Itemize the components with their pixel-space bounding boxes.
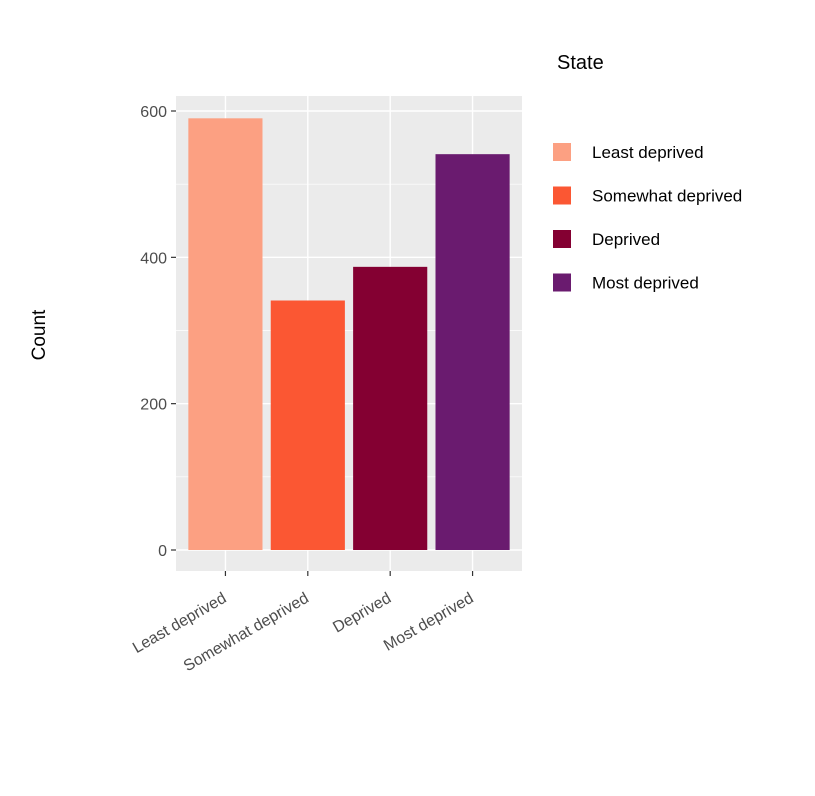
- y-tick-label: 0: [158, 543, 167, 560]
- x-tick-label: Deprived: [330, 590, 394, 637]
- legend: Least deprived Somewhat deprived Deprived M…: [553, 143, 742, 293]
- y-axis: 0 200 400 600: [140, 104, 176, 560]
- y-axis-title: Count: [29, 309, 50, 360]
- legend-label: Somewhat deprived: [592, 187, 742, 206]
- legend-label: Deprived: [592, 230, 660, 249]
- legend-label: Least deprived: [592, 143, 704, 162]
- legend-label: Most deprived: [592, 274, 699, 293]
- x-tick-label: Most deprived: [381, 590, 477, 655]
- y-tick-label: 400: [140, 250, 167, 267]
- bar-least-deprived: [188, 118, 263, 551]
- legend-title: State: [557, 52, 604, 74]
- y-tick-label: 600: [140, 104, 167, 121]
- y-tick-label: 200: [140, 397, 167, 414]
- bar-deprived: [353, 266, 428, 550]
- bars: [188, 118, 510, 551]
- legend-swatch: [553, 186, 571, 205]
- bar-most-deprived: [435, 154, 510, 550]
- legend-swatch: [553, 230, 571, 248]
- bar-somewhat-deprived: [270, 300, 345, 550]
- legend-swatch: [553, 273, 571, 292]
- legend-swatch: [553, 143, 571, 161]
